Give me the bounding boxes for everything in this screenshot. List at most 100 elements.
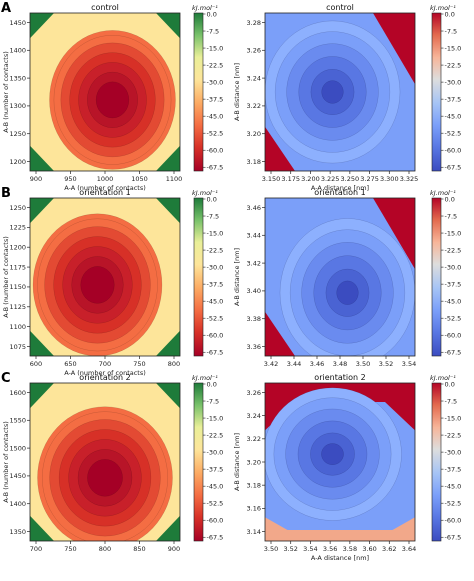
colorbar-tick-label: -45.0 [445,112,462,120]
colorbar-label: kJ.mol⁻¹ [430,189,456,197]
colorbar-tick-label: -67.5 [445,534,462,542]
colorbar-tick-label: -45.0 [207,482,224,490]
contour-fill [265,13,415,171]
colorbar-tick-label: -45.0 [445,297,462,305]
y-tick-label: 1600 [9,389,26,397]
x-tick-label: 750 [64,545,76,553]
contour-plot-2-0: orientation 2 700 750 800 850 900 1350 1400 1450… [2,373,223,553]
colorbar-tick-label: -15.0 [445,414,462,422]
colorbar-scale [193,12,204,172]
colorbar-tick-label: -30.0 [207,263,224,271]
colorbar-tick-label: -15.0 [445,44,462,52]
high-energy-corner [265,311,295,356]
colorbar-scale [193,382,204,542]
colorbar-tick-label: -52.5 [445,130,462,138]
y-tick-label: 1450 [9,472,26,480]
y-axis-label: A-B (number of contacts) [2,421,10,503]
y-axis-label: A-B distance [nm] [233,63,241,121]
colorbar-tick-label: -7.5 [445,397,458,405]
contour-plot-1-0: orientation 1 600 650 700 750 800 1075 1100 1125… [2,188,223,377]
y-tick-label: 1550 [9,417,26,425]
x-tick-label: 800 [99,545,111,553]
high-energy-corner [373,198,415,270]
x-tick-label: 3.52 [283,545,297,553]
colorbar-tick-label: -37.5 [445,95,462,103]
colorbar-tick-label: -22.5 [207,61,224,69]
colorbar-tick-label: -52.5 [445,315,462,323]
colorbar-tick-label: -37.5 [207,280,224,288]
colorbar-tick-label: -67.5 [207,534,224,542]
colorbar-tick-label: -67.5 [207,164,224,172]
colorbar-label: kJ.mol⁻¹ [192,374,218,382]
y-tick-label: 1175 [9,263,26,271]
colorbar-tick-label: -7.5 [445,212,458,220]
colorbar-tick-label: -22.5 [207,246,224,254]
contour-fill [265,383,415,541]
colorbar-tick-label: -30.0 [445,78,462,86]
x-tick-label: 900 [30,175,42,183]
y-tick-label: 3.22 [247,435,261,443]
y-tick-label: 3.24 [247,74,261,82]
colorbar-tick-label: -60.0 [445,332,462,340]
colorbar-tick-label: -22.5 [445,431,462,439]
y-tick-label: 3.28 [247,19,261,27]
x-tick-label: 3.64 [402,545,416,553]
colorbar: kJ.mol⁻¹0.0 -7.5 -15.0 -22.5 -30.0 -37.5 -45.0… [192,4,223,172]
colorbar-label: kJ.mol⁻¹ [192,189,218,197]
y-tick-label: 3.26 [247,389,261,397]
x-axis-label: A-A distance [nm] [311,554,369,562]
contour-fill [30,13,180,171]
contour-level-6 [95,81,130,119]
contour-level-5 [336,280,359,305]
x-tick-label: 700 [99,360,111,368]
plot-title: orientation 1 [314,188,365,197]
colorbar-tick-label: -7.5 [207,212,220,220]
colorbar-tick-label: -67.5 [207,349,224,357]
y-tick-label: 3.26 [247,47,261,55]
colorbar-tick-label: -52.5 [445,500,462,508]
colorbar-tick-label: -22.5 [445,246,462,254]
colorbar-label: kJ.mol⁻¹ [430,374,456,382]
x-tick-label: 1050 [131,175,148,183]
colorbar-scale [431,197,442,357]
x-tick-label: 750 [133,360,145,368]
colorbar: kJ.mol⁻¹0.0 -7.5 -15.0 -22.5 -30.0 -37.5 -45.0… [430,374,461,542]
colorbar-tick-label: -15.0 [445,229,462,237]
x-tick-label: 3.46 [310,360,324,368]
contour-level-6 [87,459,123,497]
colorbar-tick-label: -37.5 [445,465,462,473]
x-axis-label: A-A (number of contacts) [64,369,146,377]
y-tick-label: 1450 [9,19,26,27]
x-tick-label: 3.50 [356,360,370,368]
y-tick-label: 1250 [9,204,26,212]
y-tick-label: 3.18 [247,158,261,166]
y-tick-label: 1300 [9,102,26,110]
x-tick-label: 3.250 [341,175,360,183]
colorbar-tick-label: -30.0 [207,448,224,456]
x-tick-label: 3.325 [400,175,419,183]
colorbar: kJ.mol⁻¹0.0 -7.5 -15.0 -22.5 -30.0 -37.5 -45.0… [192,189,223,357]
contour-level-5 [321,443,344,465]
colorbar-tick-label: -60.0 [445,517,462,525]
y-tick-label: 3.38 [247,315,261,323]
colorbar-tick-label: -60.0 [445,147,462,155]
colorbar-tick-label: -37.5 [207,465,224,473]
y-tick-label: 3.46 [247,204,261,212]
x-tick-label: 3.48 [333,360,347,368]
colorbar-tick-label: -7.5 [207,27,220,35]
contour-fill [30,383,180,541]
y-tick-label: 1150 [9,283,26,291]
colorbar-tick-label: -7.5 [207,397,220,405]
colorbar-tick-label: -30.0 [445,448,462,456]
y-tick-label: 1350 [9,74,26,82]
x-tick-label: 3.62 [382,545,396,553]
colorbar-tick-label: -60.0 [207,147,224,155]
y-axis-label: A-B distance [nm] [233,433,241,491]
colorbar-tick-label: -37.5 [445,280,462,288]
colorbar: kJ.mol⁻¹0.0 -7.5 -15.0 -22.5 -30.0 -37.5 -45.0… [430,189,461,357]
contour-plot-2-1: orientation 2 3.50 3.52 3.54 3.56 3.58 3.60 3.6… [233,373,461,562]
y-tick-label: 3.40 [247,287,261,295]
x-tick-label: 700 [30,545,42,553]
contour-level-5 [321,80,344,104]
colorbar-tick-label: 0.0 [207,10,217,18]
